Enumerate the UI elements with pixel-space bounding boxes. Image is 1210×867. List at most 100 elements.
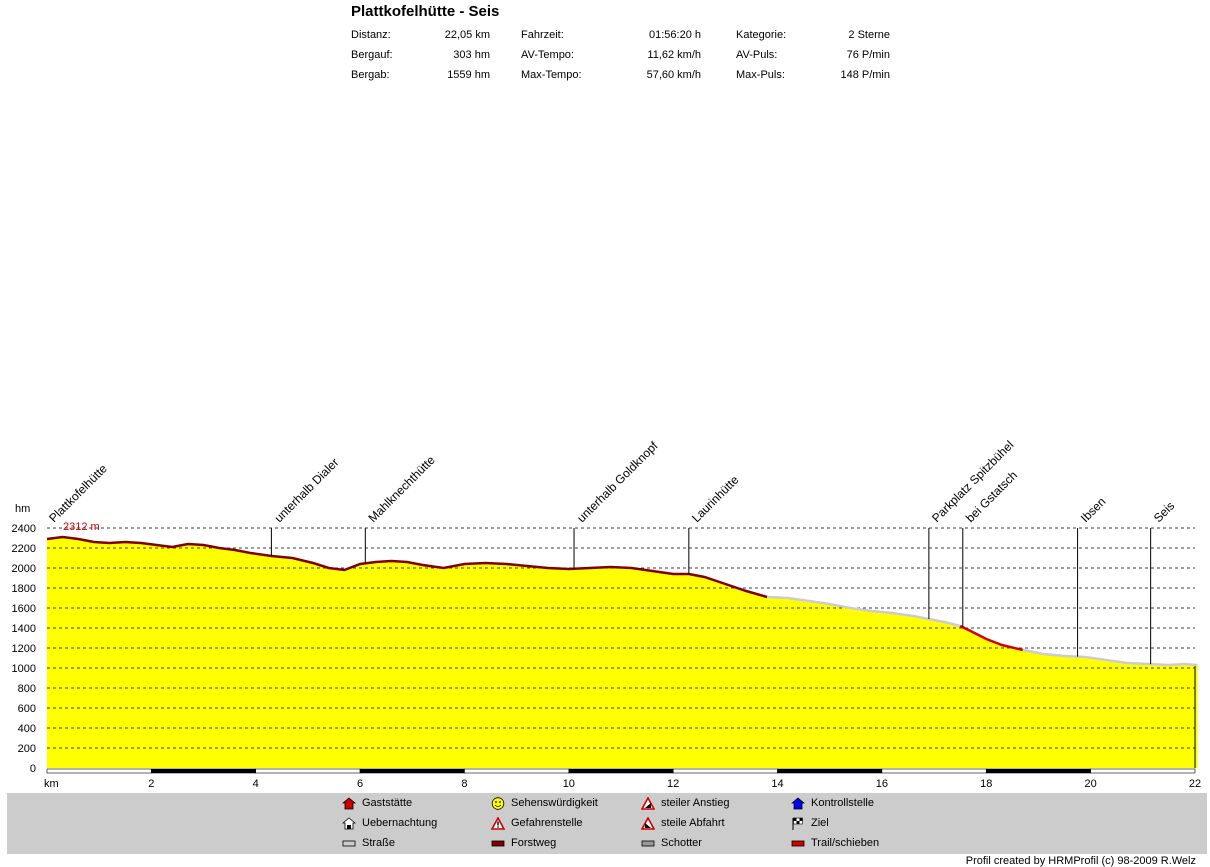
x-axis-segment [255, 768, 361, 774]
legend-item-sehenswuerdigkeit: Sehenswürdigkeit [491, 797, 598, 810]
stat-value-distanz: 22,05 km [444, 29, 490, 41]
stat-label-max-puls: Max-Puls: [736, 69, 785, 81]
steep-ascent-icon [641, 797, 655, 810]
y-tick-label: 2200 [12, 543, 36, 555]
x-tick-label: 2 [148, 778, 154, 790]
legend-item-schotter: Schotter [641, 837, 702, 850]
y-tick-label: 1800 [12, 583, 36, 595]
legend-label: Straße [362, 837, 396, 849]
legend-label: Ziel [811, 817, 829, 829]
legend-label: Kontrollstelle [811, 797, 874, 809]
waypoint-label: Laurinhütte [689, 473, 742, 526]
x-tick-label: 18 [980, 778, 992, 790]
legend-item-kontrollstelle: Kontrollstelle [791, 797, 874, 810]
stat-label-bergauf: Bergauf: [351, 49, 393, 61]
x-axis-segment [464, 768, 570, 774]
stat-value-fahrzeit: 01:56:20 h [649, 29, 701, 41]
y-tick-label: 600 [18, 703, 36, 715]
legend-item-steile-abfahrt: steile Abfahrt [641, 817, 725, 830]
waypoint-label: Ibsen [1078, 494, 1109, 525]
legend-label: Uebernachtung [362, 817, 438, 829]
legend-label: steile Abfahrt [661, 817, 725, 829]
y-tick-label: 2400 [12, 523, 36, 535]
x-tick-label: 16 [876, 778, 888, 790]
x-tick-label: 12 [667, 778, 679, 790]
elevation-profile-chart: Plattkofelhütte unterhalb Dialer Mahlknech… [12, 438, 1202, 790]
checkpoint-icon [791, 797, 805, 810]
x-axis-segment [1090, 768, 1196, 774]
x-axis-segment [777, 768, 883, 774]
legend-label: Forstweg [511, 837, 557, 849]
credit-text: Profil created by HRMProfil (c) 98-2009 … [965, 855, 1196, 867]
danger-icon [491, 817, 505, 830]
stat-label-av-puls: AV-Puls: [736, 49, 778, 61]
x-axis-segment [151, 768, 257, 774]
y-tick-label: 1600 [12, 603, 36, 615]
waypoint-label: unterhalb Goldknopf [574, 438, 661, 525]
waypoint-label: Seis [1151, 499, 1177, 525]
stat-value-max-tempo: 57,60 km/h [646, 69, 701, 81]
legend-label: Trail/schieben [811, 837, 880, 849]
legend-label: steiler Anstieg [661, 797, 730, 809]
legend-item-gefahrenstelle: Gefahrenstelle [491, 817, 583, 830]
stat-label-max-tempo: Max-Tempo: [521, 69, 582, 81]
stat-value-kategorie: 2 Sterne [848, 29, 890, 41]
road-swatch-icon [342, 840, 356, 847]
elevation-area [47, 537, 1198, 768]
y-tick-label: 800 [18, 683, 36, 695]
y-axis-label: hm [15, 503, 30, 515]
page-title: Plattkofelhütte - Seis [351, 3, 500, 20]
gravel-swatch-icon [641, 840, 655, 847]
max-elevation-label: 2312 m [63, 521, 100, 533]
stat-value-av-puls: 76 P/min [846, 49, 890, 61]
legend-label: Gaststätte [362, 797, 413, 809]
x-tick-label: 10 [563, 778, 575, 790]
steep-descent-icon [641, 817, 655, 830]
x-tick-label: km [44, 778, 59, 790]
x-axis-segment [46, 768, 152, 774]
x-axis-segment [672, 768, 778, 774]
legend-label: Gefahrenstelle [511, 817, 583, 829]
legend-item-trail: Trail/schieben [791, 837, 879, 850]
forest-road-swatch-icon [491, 840, 505, 847]
gaststaette-icon [342, 797, 356, 810]
stat-label-kategorie: Kategorie: [736, 29, 787, 41]
x-tick-label: 20 [1085, 778, 1097, 790]
y-tick-label: 200 [18, 743, 36, 755]
stat-label-av-tempo: AV-Tempo: [521, 49, 574, 61]
y-tick-label: 1400 [12, 623, 36, 635]
profile-line-segment [959, 624, 1024, 652]
y-tick-label: 400 [18, 723, 36, 735]
x-axis-segment [985, 768, 1091, 774]
legend-item-forstweg: Forstweg [491, 837, 556, 850]
x-axis-segment [568, 768, 674, 774]
stat-value-bergab: 1559 hm [447, 69, 490, 81]
profile-line-segment [1022, 648, 1198, 667]
x-axis-segment [881, 768, 987, 774]
stat-value-av-tempo: 11,62 km/h [647, 49, 701, 61]
waypoint-label: Plattkofelhütte [46, 461, 110, 525]
stat-value-max-puls: 148 P/min [840, 69, 890, 81]
y-tick-label: 2000 [12, 563, 36, 575]
x-tick-label: 22 [1189, 778, 1201, 790]
y-tick-label: 1200 [12, 643, 36, 655]
legend-label: Schotter [661, 837, 702, 849]
x-axis-segment [359, 768, 465, 774]
x-tick-label: 8 [461, 778, 467, 790]
legend-item-gaststaette: Gaststätte [342, 797, 412, 810]
stat-label-distanz: Distanz: [351, 29, 391, 41]
stat-label-bergab: Bergab: [351, 69, 390, 81]
y-tick-label: 0 [30, 763, 36, 775]
legend-label: Sehenswürdigkeit [511, 797, 598, 809]
finish-flag-icon [792, 817, 803, 830]
trail-swatch-icon [791, 840, 805, 847]
legend-item-ziel: Ziel [791, 817, 829, 830]
profile-line-segment [46, 535, 768, 599]
x-tick-label: 6 [357, 778, 363, 790]
legend-panel: Gaststätte Sehenswürdigkeit steiler Anst… [7, 793, 1207, 854]
y-tick-label: 1000 [12, 663, 36, 675]
lodging-icon [342, 817, 356, 830]
legend-item-uebernachtung: Uebernachtung [342, 817, 437, 830]
stat-label-fahrzeit: Fahrzeit: [521, 29, 564, 41]
x-tick-label: 14 [771, 778, 783, 790]
